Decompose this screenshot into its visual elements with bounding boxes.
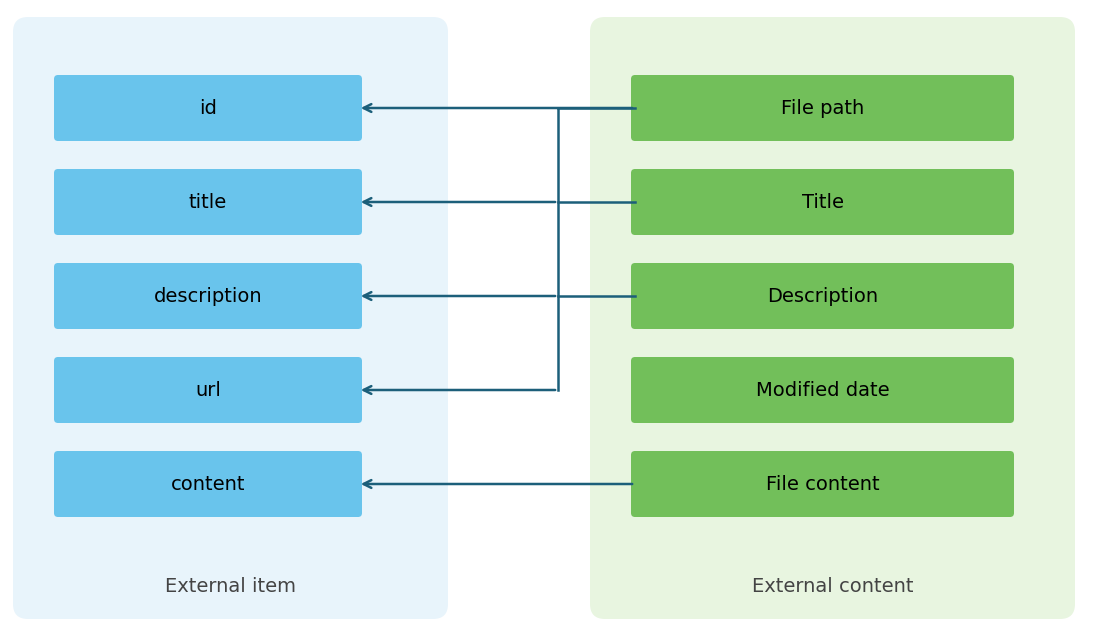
FancyBboxPatch shape [54, 451, 362, 517]
Text: title: title [189, 193, 227, 212]
FancyBboxPatch shape [631, 263, 1013, 329]
Text: External content: External content [752, 576, 914, 595]
FancyBboxPatch shape [13, 17, 448, 619]
FancyBboxPatch shape [631, 169, 1013, 235]
Text: description: description [154, 286, 262, 305]
Text: id: id [199, 99, 217, 118]
Text: content: content [171, 474, 245, 494]
Text: Description: Description [766, 286, 878, 305]
FancyBboxPatch shape [590, 17, 1075, 619]
FancyBboxPatch shape [54, 169, 362, 235]
Text: Modified date: Modified date [755, 380, 889, 399]
FancyBboxPatch shape [54, 357, 362, 423]
Text: Title: Title [802, 193, 843, 212]
Text: File path: File path [781, 99, 864, 118]
FancyBboxPatch shape [631, 357, 1013, 423]
Text: url: url [195, 380, 221, 399]
FancyBboxPatch shape [631, 451, 1013, 517]
FancyBboxPatch shape [54, 75, 362, 141]
FancyBboxPatch shape [54, 263, 362, 329]
Text: File content: File content [765, 474, 879, 494]
Text: External item: External item [165, 576, 296, 595]
FancyBboxPatch shape [631, 75, 1013, 141]
